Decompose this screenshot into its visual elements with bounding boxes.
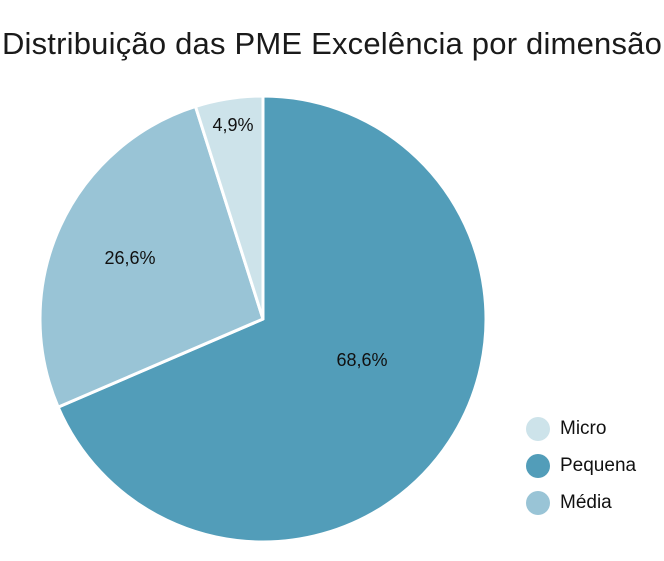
pie-slice-micro <box>193 94 265 321</box>
chart-title: Distribuição das PME Excelência por dime… <box>1 26 663 61</box>
pie-slice-media <box>38 104 265 409</box>
legend: Micro Pequena Média <box>526 410 636 521</box>
legend-item-pequena: Pequena <box>526 447 636 484</box>
slice-label-pequena: 68,6% <box>336 350 387 370</box>
legend-swatch-media <box>526 490 550 515</box>
slice-label-micro: 4,9% <box>212 115 253 135</box>
legend-item-media: Média <box>526 484 636 521</box>
pie-slice-pequena <box>56 94 488 544</box>
legend-label-pequena: Pequena <box>560 454 637 476</box>
legend-swatch-pequena <box>526 453 550 478</box>
slice-label-media: 26,6% <box>104 248 155 268</box>
legend-swatch-micro <box>526 416 550 441</box>
legend-label-media: Média <box>560 491 612 513</box>
legend-item-micro: Micro <box>526 410 636 447</box>
legend-label-micro: Micro <box>560 417 607 439</box>
